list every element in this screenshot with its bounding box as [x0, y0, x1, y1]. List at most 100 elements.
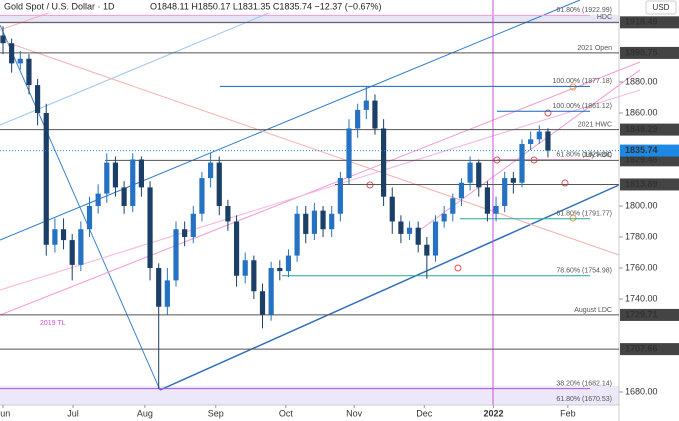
candle-body [130, 159, 136, 206]
fib-label: 100.00% (1877.18) [552, 78, 612, 85]
candle-body [476, 162, 482, 188]
pivot-marker [544, 109, 552, 117]
candle-body [9, 43, 15, 64]
candle-body [173, 229, 179, 281]
fib-label: 78.60% (1754.98) [556, 268, 612, 275]
fib-label: 38.20% (1682.14) [556, 381, 612, 388]
y-tick-label: 1760.00 [625, 262, 658, 272]
resistance-band [0, 15, 619, 24]
candle-body [225, 205, 231, 222]
candle-body [381, 128, 387, 197]
candle-body [528, 139, 534, 144]
y-tick-label: 1780.00 [625, 231, 658, 241]
candle-body [303, 213, 309, 234]
level-label: July HDC [582, 152, 612, 159]
candle-body [294, 213, 300, 256]
candle-body [311, 210, 317, 234]
candle-body [337, 178, 343, 214]
y-tick-label: 1800.00 [625, 200, 658, 210]
x-tick-label: Feb [560, 408, 576, 418]
candle-body [251, 260, 257, 292]
candle-body [156, 267, 162, 307]
currency-box[interactable] [645, 0, 677, 15]
y-tick-label: 1680.00 [625, 386, 658, 396]
x-tick-label: Aug [137, 408, 153, 418]
symbol: Gold Spot / U.S. Dollar · 1D [4, 1, 115, 11]
candle-body [138, 159, 144, 188]
price-box [620, 178, 679, 191]
fib-label: 61.80% (1922.99) [556, 7, 612, 14]
x-tick-label: Jul [67, 408, 79, 418]
level-label: August LDC [574, 307, 612, 314]
x-tick-label: Sep [208, 408, 224, 418]
candle-body [320, 210, 326, 230]
candle-body [60, 229, 67, 241]
candle-body [43, 112, 49, 245]
price-box [620, 308, 679, 321]
candle-body [363, 100, 369, 110]
ohlc-header: O1848.11 H1850.17 L1831.35 C1835.74 −12.… [150, 1, 382, 11]
support-band [0, 386, 619, 405]
candle-body [467, 162, 473, 183]
candle-body [432, 221, 439, 256]
level-label: 2021 HWC [578, 121, 612, 128]
candle-body [52, 229, 58, 245]
price-box-label: 1829.46 [625, 155, 658, 165]
last-price-box [620, 144, 679, 157]
price-box-label: 1813.89 [625, 179, 658, 189]
level-label: HDC [597, 14, 612, 21]
x-tick-label: Oct [279, 408, 294, 418]
candle-body [216, 162, 222, 206]
candle-body [441, 213, 447, 222]
candle-body [355, 109, 361, 129]
candle-body [121, 187, 127, 206]
price-box [620, 16, 679, 29]
candle-body [26, 58, 32, 86]
pivot-marker [569, 214, 577, 222]
candle-body [519, 143, 525, 183]
candle-body [199, 178, 205, 214]
y-tick-label: 1740.00 [625, 293, 658, 303]
candle-body [242, 260, 248, 276]
candle-body [510, 178, 516, 183]
candle-body [277, 267, 283, 272]
candle-body [17, 58, 23, 64]
price-box [620, 154, 679, 167]
x-tick-label: Jun [0, 408, 10, 418]
pink-trendline [0, 89, 641, 291]
x-tick-label: Nov [346, 408, 363, 418]
candle-body [95, 193, 101, 206]
candle-body [372, 100, 378, 129]
candle-body [78, 229, 84, 265]
candle-body [233, 221, 240, 276]
pivot-marker [454, 264, 462, 272]
level-label: 2021 Open [577, 45, 612, 52]
fib-label: 61.80% (1829.88) [556, 152, 612, 159]
candle-body [424, 244, 430, 256]
price-box-label: 1729.71 [625, 309, 658, 319]
candle-body [0, 35, 6, 44]
candle-body [536, 131, 542, 140]
pivot-marker [569, 83, 577, 91]
x-tick-label: 2022 [483, 408, 503, 418]
candle-body [329, 213, 335, 230]
price-box [620, 343, 679, 356]
candle-body [164, 280, 170, 307]
candle-body [398, 221, 404, 234]
header-bg [0, 0, 330, 13]
channel-mid [0, 0, 301, 126]
last-price-label: 1835.74 [625, 145, 658, 155]
candle-body [406, 227, 413, 234]
candle-body [389, 196, 395, 222]
pink-trendline [419, 69, 641, 231]
candle-body [458, 182, 465, 199]
y-tick-label: 1880.00 [625, 76, 658, 86]
pivot-marker [561, 179, 569, 187]
candle-body [35, 85, 41, 113]
candle-body [484, 187, 490, 214]
decline-line [0, 24, 161, 391]
candle-body [112, 162, 119, 188]
candle-body [259, 291, 266, 315]
candle-body [502, 178, 508, 206]
currency: USD [653, 3, 670, 12]
